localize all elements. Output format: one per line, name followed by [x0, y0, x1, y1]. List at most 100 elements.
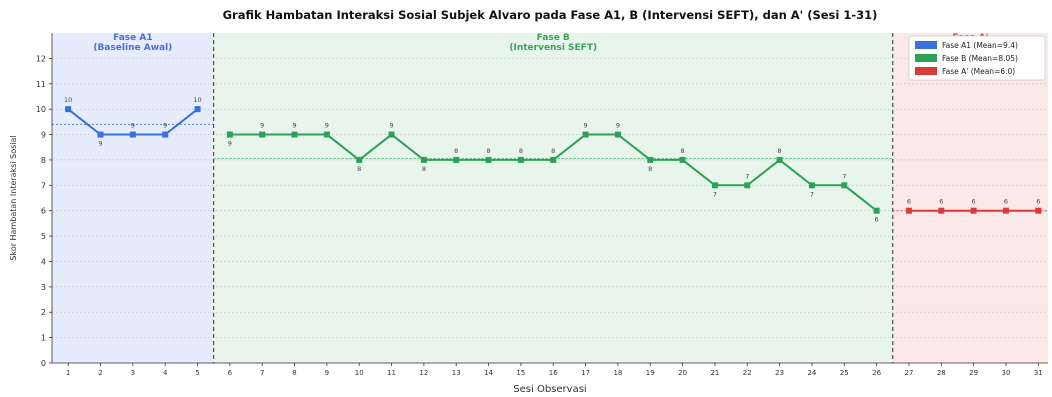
data-label: 9: [131, 122, 135, 130]
x-tick-label: 9: [325, 369, 329, 377]
y-tick-label: 10: [36, 105, 46, 114]
y-tick-label: 4: [41, 257, 46, 266]
data-point: [550, 156, 557, 163]
data-label: 6: [1004, 198, 1008, 206]
x-tick-label: 3: [131, 369, 135, 377]
x-tick-label: 22: [743, 369, 752, 377]
y-tick-label: 2: [41, 308, 46, 317]
data-label: 7: [810, 190, 814, 198]
y-axis-title: Skor Hambatan Interaksi Sosial: [9, 135, 18, 260]
data-label: 9: [389, 122, 393, 130]
x-tick-label: 18: [613, 369, 622, 377]
data-label: 8: [357, 165, 361, 173]
legend-box: [908, 35, 1046, 81]
data-point: [679, 156, 686, 163]
x-tick-label: 15: [516, 369, 525, 377]
data-label: 8: [681, 147, 685, 155]
x-tick-label: 10: [355, 369, 364, 377]
phase-backgrounds: [52, 33, 1048, 363]
phase-background: [213, 33, 893, 363]
phase-boundaries: [213, 33, 894, 363]
legend-entry: Fase A1 (Mean=9.4): [942, 41, 1018, 50]
data-point: [938, 207, 945, 214]
data-point: [453, 156, 460, 163]
x-tick-label: 19: [646, 369, 655, 377]
x-tick-label: 12: [419, 369, 428, 377]
x-tick-label: 7: [260, 369, 264, 377]
data-label: 9: [98, 140, 102, 148]
data-label: 8: [422, 165, 426, 173]
data-point: [129, 131, 136, 138]
phase-label-title: Fase B: [537, 33, 570, 43]
x-tick-label: 21: [710, 369, 719, 377]
data-point: [776, 156, 783, 163]
data-label: 9: [228, 140, 232, 148]
x-tick-label: 23: [775, 369, 784, 377]
data-point: [485, 156, 492, 163]
phase-background: [52, 33, 214, 363]
legend-swatch: [915, 67, 937, 75]
data-label: 8: [519, 147, 523, 155]
phase-label-title: Fase A1: [113, 33, 153, 43]
data-point: [65, 106, 72, 113]
data-point: [162, 131, 169, 138]
data-label: 6: [907, 198, 911, 206]
data-label: 8: [778, 147, 782, 155]
x-tick-label: 17: [581, 369, 590, 377]
data-label: 9: [616, 122, 620, 130]
y-tick-label: 6: [41, 207, 46, 216]
y-tick-label: 3: [41, 283, 46, 292]
data-point: [905, 207, 912, 214]
phase-label-subtitle: (Baseline Awal): [93, 43, 172, 53]
x-tick-label: 6: [228, 369, 233, 377]
x-tick-label: 28: [937, 369, 946, 377]
x-tick-label: 11: [387, 369, 396, 377]
y-tick-label: 1: [41, 334, 46, 343]
data-label: 8: [454, 147, 458, 155]
x-tick-label: 14: [484, 369, 493, 377]
data-label: 8: [486, 147, 490, 155]
y-tick-label: 8: [41, 156, 46, 165]
x-tick-label: 27: [904, 369, 913, 377]
data-point: [1035, 207, 1042, 214]
y-tick-label: 7: [41, 181, 46, 190]
data-label: 6: [1036, 198, 1040, 206]
data-label: 8: [648, 165, 652, 173]
x-tick-label: 2: [98, 369, 102, 377]
data-point: [420, 156, 427, 163]
legend-entry: Fase B (Mean=8.05): [942, 54, 1018, 63]
x-axis-title: Sesi Observasi: [513, 384, 586, 395]
data-point: [291, 131, 298, 138]
x-tick-label: 4: [163, 369, 168, 377]
y-tick-label: 9: [41, 131, 46, 140]
data-label: 10: [64, 96, 72, 104]
data-label: 9: [163, 122, 167, 130]
data-point: [873, 207, 880, 214]
x-tick-label: 25: [840, 369, 849, 377]
x-tick-label: 31: [1034, 369, 1043, 377]
legend-entry: Fase A' (Mean=6.0): [942, 67, 1015, 76]
phase-background: [892, 33, 1048, 363]
data-point: [841, 182, 848, 189]
data-label: 9: [292, 122, 296, 130]
x-tick-label: 8: [292, 369, 296, 377]
legend-swatch: [915, 54, 937, 62]
chart-title: Grafik Hambatan Interaksi Sosial Subjek …: [223, 8, 878, 22]
y-tick-label: 5: [41, 232, 46, 241]
data-label: 6: [875, 216, 879, 224]
data-label: 9: [260, 122, 264, 130]
x-tick-label: 13: [452, 369, 461, 377]
data-label: 6: [972, 198, 976, 206]
data-label: 7: [745, 172, 749, 180]
data-point: [970, 207, 977, 214]
x-tick-label: 30: [1002, 369, 1011, 377]
data-label: 7: [842, 172, 846, 180]
data-point: [356, 156, 363, 163]
y-tick-label: 0: [41, 359, 46, 368]
data-point: [582, 131, 589, 138]
x-tick-label: 16: [549, 369, 558, 377]
x-tick-label: 29: [969, 369, 978, 377]
y-tick-label: 11: [36, 80, 46, 89]
